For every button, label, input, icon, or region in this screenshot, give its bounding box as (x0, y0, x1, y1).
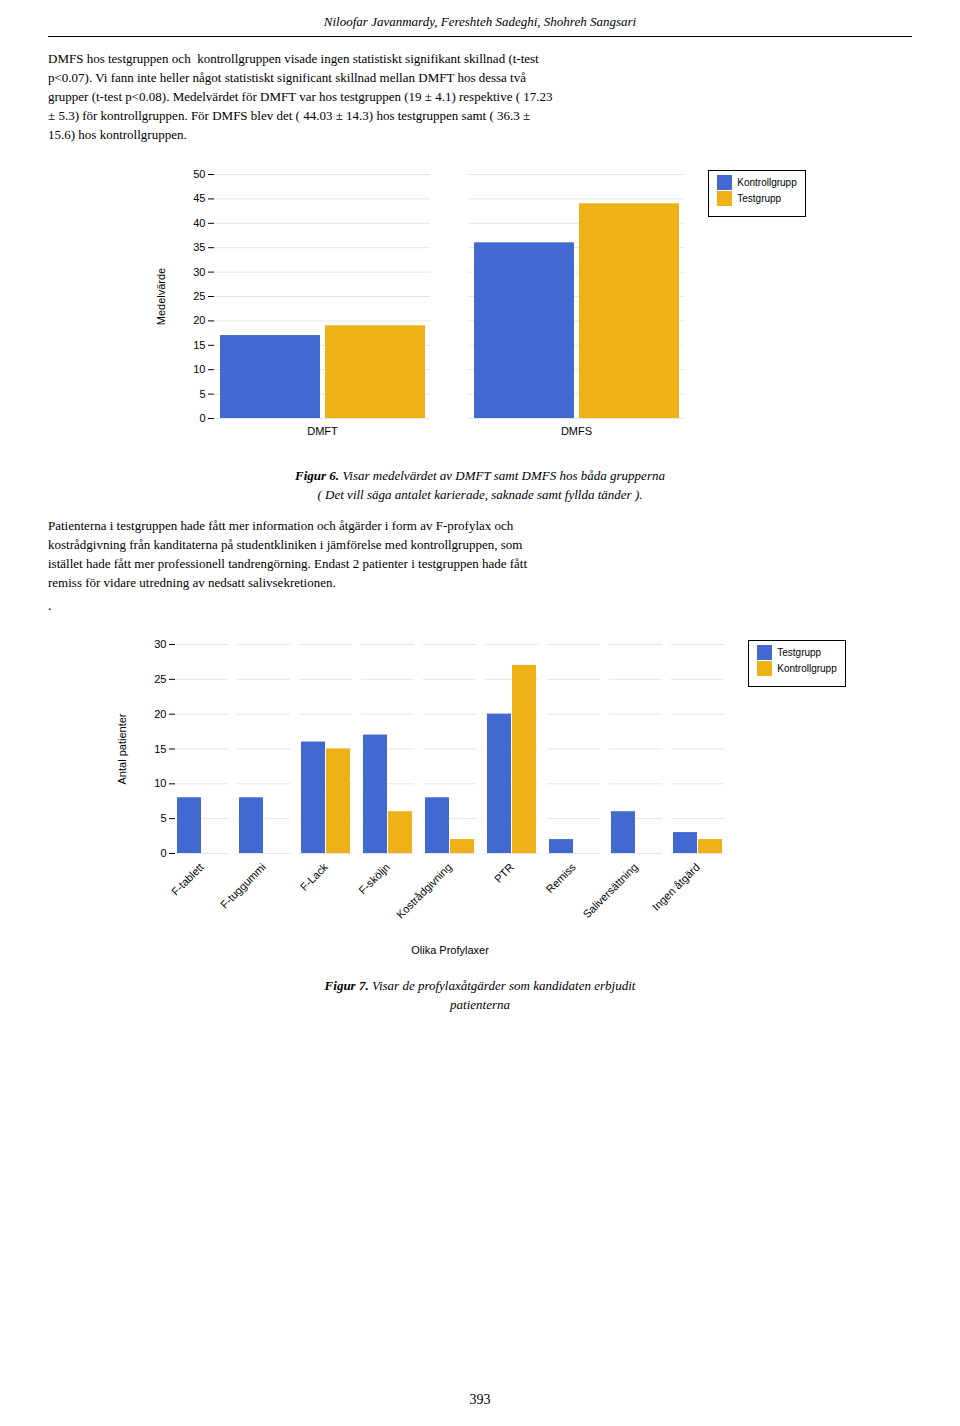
svg-text:5: 5 (200, 388, 206, 400)
svg-text:Remiss: Remiss (544, 860, 579, 895)
svg-text:Saliversättning: Saliversättning (581, 861, 641, 921)
svg-text:Antal patienter: Antal patienter (117, 713, 129, 784)
html-text:Testgrupp: Testgrupp (737, 193, 782, 204)
svg-text:Kostrådgivning: Kostrådgivning (394, 861, 454, 921)
svg-text:25: 25 (194, 290, 206, 302)
svg-text:40: 40 (194, 217, 206, 229)
svg-text:20: 20 (155, 708, 167, 720)
html-text:Niloofar Javanmardy, Fereshteh: Niloofar Javanmardy, Fereshteh Sadeghi, … (323, 14, 637, 29)
svg-text:F-tuggummi: F-tuggummi (218, 861, 268, 911)
html-text:remiss för vidare utredning av: remiss för vidare utredning av nedsatt s… (48, 575, 336, 590)
svg-text:10: 10 (155, 777, 167, 789)
html-text:Kontrollgrupp: Kontrollgrupp (737, 177, 797, 188)
svg-text:DMFS: DMFS (561, 425, 592, 437)
svg-text:0: 0 (200, 412, 206, 424)
svg-text:PTR: PTR (492, 861, 516, 885)
svg-text:Ingen åtgärd: Ingen åtgärd (650, 861, 702, 913)
html-text:grupper (t-test p<0.08). Medel: grupper (t-test p<0.08). Medelvärdet för… (48, 89, 553, 104)
html-text:( Det vill säga antalet karier: ( Det vill säga antalet karierade, sakna… (317, 487, 643, 502)
html-text:15.6) hos kontrollgruppen.: 15.6) hos kontrollgruppen. (48, 127, 187, 142)
svg-text:25: 25 (155, 673, 167, 685)
svg-text:30: 30 (155, 638, 167, 650)
html-text:Kontrollgrupp: Kontrollgrupp (777, 663, 837, 674)
html-text:Figur 6. Visar medelvärdet av: Figur 6. Visar medelvärdet av DMFT samt … (295, 468, 665, 483)
svg-text:F-sköljn: F-sköljn (356, 861, 392, 897)
svg-text:30: 30 (194, 266, 206, 278)
html-text:Patienterna i testgruppen hade: Patienterna i testgruppen hade fått mer … (48, 518, 514, 533)
svg-text:15: 15 (194, 339, 206, 351)
svg-text:F-tablett: F-tablett (169, 861, 206, 898)
svg-text:35: 35 (194, 241, 206, 253)
svg-text:20: 20 (194, 314, 206, 326)
svg-text:15: 15 (155, 743, 167, 755)
svg-text:F-Lack: F-Lack (298, 860, 331, 893)
html-text:Testgrupp: Testgrupp (777, 647, 822, 658)
html-text:± 5.3) för kontrollgruppen. Fö: ± 5.3) för kontrollgruppen. För DMFS ble… (48, 108, 531, 123)
html-text:393: 393 (469, 1392, 491, 1407)
html-text:kostrådgivning från kanditater: kostrådgivning från kanditaterna på stud… (48, 537, 523, 552)
html-text:DMFS hos testgruppen och kontr: DMFS hos testgruppen och kontrollgruppen… (48, 51, 539, 66)
svg-text:45: 45 (194, 192, 206, 204)
html-text:istället hade fått mer profess: istället hade fått mer professionell tan… (48, 556, 527, 571)
svg-text:50: 50 (194, 168, 206, 180)
html-text:Figur 7. Visar de profylaxåtgä: Figur 7. Visar de profylaxåtgärder som k… (324, 978, 636, 993)
svg-text:Olika Profylaxer: Olika Profylaxer (411, 944, 489, 956)
svg-text:Medelvärde: Medelvärde (156, 268, 168, 325)
svg-text:DMFT: DMFT (307, 425, 338, 437)
html-text:p<0.07). Vi fann inte heller n: p<0.07). Vi fann inte heller något stati… (48, 70, 526, 85)
svg-text:5: 5 (161, 812, 167, 824)
html-text:patienterna: patienterna (450, 997, 510, 1012)
svg-text:10: 10 (194, 363, 206, 375)
svg-text:0: 0 (161, 847, 167, 859)
